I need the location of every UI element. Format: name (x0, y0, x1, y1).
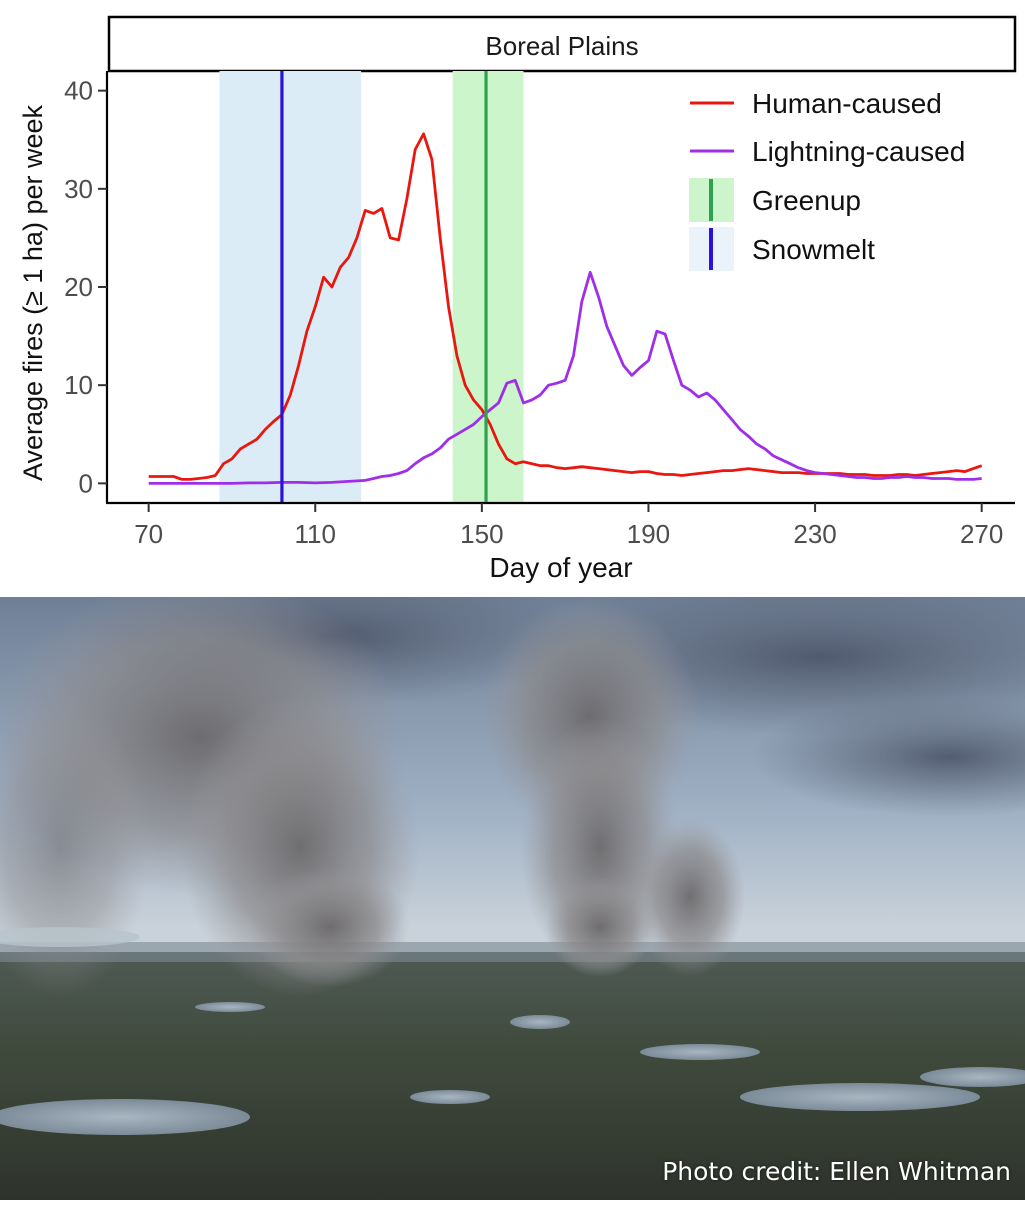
y-tick-label: 30 (64, 174, 93, 204)
snowmelt-band (219, 71, 362, 503)
legend-label-lightning: Lightning-caused (752, 136, 965, 167)
y-tick-label: 0 (79, 468, 93, 498)
series-layer (148, 71, 983, 503)
x-tick-label: 110 (295, 519, 336, 549)
x-axis-ticks: 70 110 150 190 230 270 (134, 503, 1003, 549)
fire-seasonality-chart: Boreal Plains 70 110 150 190 230 270 0 10 20 30 4… (18, 15, 1017, 583)
x-tick-label: 270 (960, 519, 1003, 549)
x-tick-label: 230 (793, 519, 836, 549)
y-tick-label: 20 (64, 272, 93, 302)
greenup-band (452, 71, 524, 503)
y-axis-ticks: 0 10 20 30 40 (64, 76, 107, 498)
legend-label-human: Human-caused (752, 88, 942, 119)
y-axis-label: Average fires (≥ 1 ha) per week (18, 105, 48, 481)
y-tick-label: 40 (64, 76, 93, 106)
facet-strip (107, 15, 1017, 73)
x-tick-label: 70 (134, 519, 163, 549)
phenology-bands (219, 71, 524, 503)
wildfire-landscape-image (0, 567, 1025, 1200)
x-axis-label: Day of year (489, 552, 632, 583)
legend-label-snowmelt: Snowmelt (752, 234, 875, 265)
photo-credit: Photo credit: Ellen Whitman (662, 1157, 1011, 1186)
x-tick-label: 190 (627, 519, 670, 549)
legend: Human-caused Lightning-caused Greenup Sn… (689, 88, 965, 271)
human-caused-line (148, 132, 983, 481)
lightning-caused-line (148, 270, 982, 485)
wildfire-photo: Photo credit: Ellen Whitman (0, 567, 1025, 1200)
x-tick-label: 150 (460, 519, 503, 549)
legend-label-greenup: Greenup (752, 185, 861, 216)
y-tick-label: 10 (64, 370, 93, 400)
chart-title: Boreal Plains (485, 31, 638, 61)
